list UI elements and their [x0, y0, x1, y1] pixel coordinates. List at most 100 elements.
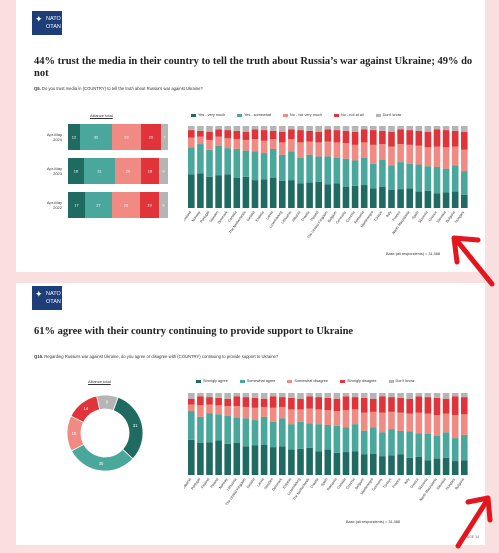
country-bar-segment — [188, 174, 195, 208]
country-bar-segment — [251, 397, 259, 408]
country-bar-segment — [424, 126, 432, 132]
country-tick-label: Belgium — [327, 210, 338, 223]
country-bar-segment — [406, 188, 413, 208]
country-bar-segment — [433, 193, 441, 208]
country-tick-label: Sweden — [263, 477, 274, 490]
country-tick-label: Slovenia — [418, 477, 429, 491]
country-bar-segment — [424, 434, 432, 461]
country-bar-segment — [333, 393, 341, 399]
country-bar-segment — [233, 396, 241, 407]
country-bar-segment — [433, 393, 441, 398]
country-bar-segment — [461, 131, 468, 150]
country-bar-segment — [197, 126, 204, 131]
country-bar-segment — [197, 393, 204, 397]
legend-2: Strongly agree Somewhat agree Somewhat dis… — [196, 379, 414, 383]
legend-item-don-t-know: Don't know — [388, 379, 414, 383]
country-bar-segment — [269, 421, 277, 448]
country-bar-segment — [224, 393, 231, 399]
country-tick-label: Norway — [218, 477, 228, 489]
country-bar-segment — [333, 411, 341, 426]
country-bar-segment — [406, 398, 413, 414]
country-bar-segment — [333, 425, 341, 453]
country-bar-segment — [451, 130, 459, 147]
country-bar-segment — [333, 142, 341, 158]
country-bar-segment — [415, 433, 423, 457]
country-tick-label: Albania — [184, 477, 192, 489]
trend-category-label: Apr-May 2023 — [47, 166, 63, 176]
country-bar-segment — [442, 168, 450, 193]
country-bar-segment — [315, 142, 322, 157]
country-bar-segment — [451, 191, 459, 208]
country-tick-label: Belgium — [354, 477, 365, 490]
alliance-donut-chart: 31 30 15 14 9 — [66, 394, 144, 472]
trend-bar-segment — [159, 158, 168, 184]
country-tick-label: Italy — [385, 210, 392, 218]
country-tick-label: Czechia — [345, 477, 356, 490]
legend-item-no-not-at-all: No - not at all — [334, 113, 364, 117]
country-bar-segment — [269, 130, 277, 140]
country-bar-segment — [442, 192, 450, 208]
country-bar-segment — [206, 131, 213, 140]
country-tick-label: Poland — [210, 477, 220, 488]
country-bar-segment — [342, 396, 350, 411]
country-tick-label: Bulgaria — [454, 477, 465, 490]
country-bar-segment — [260, 140, 268, 154]
slide1-question: Q5. Do you trust media in (COUNTRY) to t… — [34, 86, 203, 91]
trend-data-label: 17 — [74, 203, 79, 208]
country-bar-segment — [370, 188, 377, 208]
legend-swatch — [196, 379, 201, 383]
country-bar-segment — [370, 163, 377, 189]
legend-swatch — [334, 113, 340, 117]
country-bar-segment — [288, 151, 295, 181]
country-bar-segment — [297, 398, 304, 410]
legend-swatch — [239, 379, 245, 383]
country-bar-segment — [379, 186, 386, 208]
country-bar-segment — [388, 126, 395, 132]
country-bar-segment — [433, 126, 441, 130]
country-bar-segment — [415, 145, 423, 165]
country-bar-segment — [351, 160, 359, 186]
country-bar-segment — [370, 427, 377, 454]
country-bar-segment — [360, 397, 368, 413]
country-bar-segment — [251, 151, 259, 181]
country-bar-segment — [215, 129, 222, 137]
country-bar-segment — [279, 406, 286, 419]
country-bar-segment — [360, 430, 368, 455]
country-bar-segment — [279, 131, 286, 143]
country-tick-label: Spain — [320, 477, 329, 487]
country-bar-segment — [379, 456, 386, 475]
country-bar-segment — [370, 130, 377, 145]
country-bar-segment — [279, 180, 286, 208]
country-bar-segment — [397, 162, 404, 190]
country-bar-segment — [279, 154, 286, 181]
country-tick-label: Poland — [310, 210, 320, 221]
trend-data-label: 28 — [124, 203, 129, 208]
country-bar-segment — [215, 397, 222, 406]
country-tick-label: Türkiye — [382, 477, 392, 489]
country-bar-segment — [279, 393, 286, 398]
trend-data-label: 26 — [126, 169, 131, 174]
country-bar-segment — [415, 456, 423, 475]
country-bar-segment — [297, 448, 304, 475]
country-bar-segment — [206, 149, 213, 177]
country-tick-label: Lithuania — [281, 210, 293, 224]
trend-bar-segment — [141, 158, 159, 184]
country-bar-segment — [315, 131, 322, 143]
country-bar-segment — [333, 452, 341, 475]
country-bar-segment — [306, 126, 313, 131]
country-bar-segment — [233, 417, 241, 444]
country-bar-segment — [351, 451, 359, 475]
legend-item-strongly-disagree: Strongly disagree — [339, 379, 377, 383]
trend-data-label: 12 — [72, 135, 77, 140]
country-bar-segment — [251, 393, 259, 398]
country-tick-label: Spain — [411, 210, 420, 220]
country-bar-segment — [360, 185, 368, 208]
country-bar-segment — [224, 398, 231, 407]
country-bar-segment — [233, 139, 241, 149]
country-bar-segment — [342, 143, 350, 159]
legend-swatch — [339, 379, 345, 383]
country-bar-segment — [388, 146, 395, 166]
trend-data-label: 27 — [96, 203, 101, 208]
country-tick-label: Iceland — [246, 477, 256, 489]
country-bar-segment — [197, 405, 204, 417]
